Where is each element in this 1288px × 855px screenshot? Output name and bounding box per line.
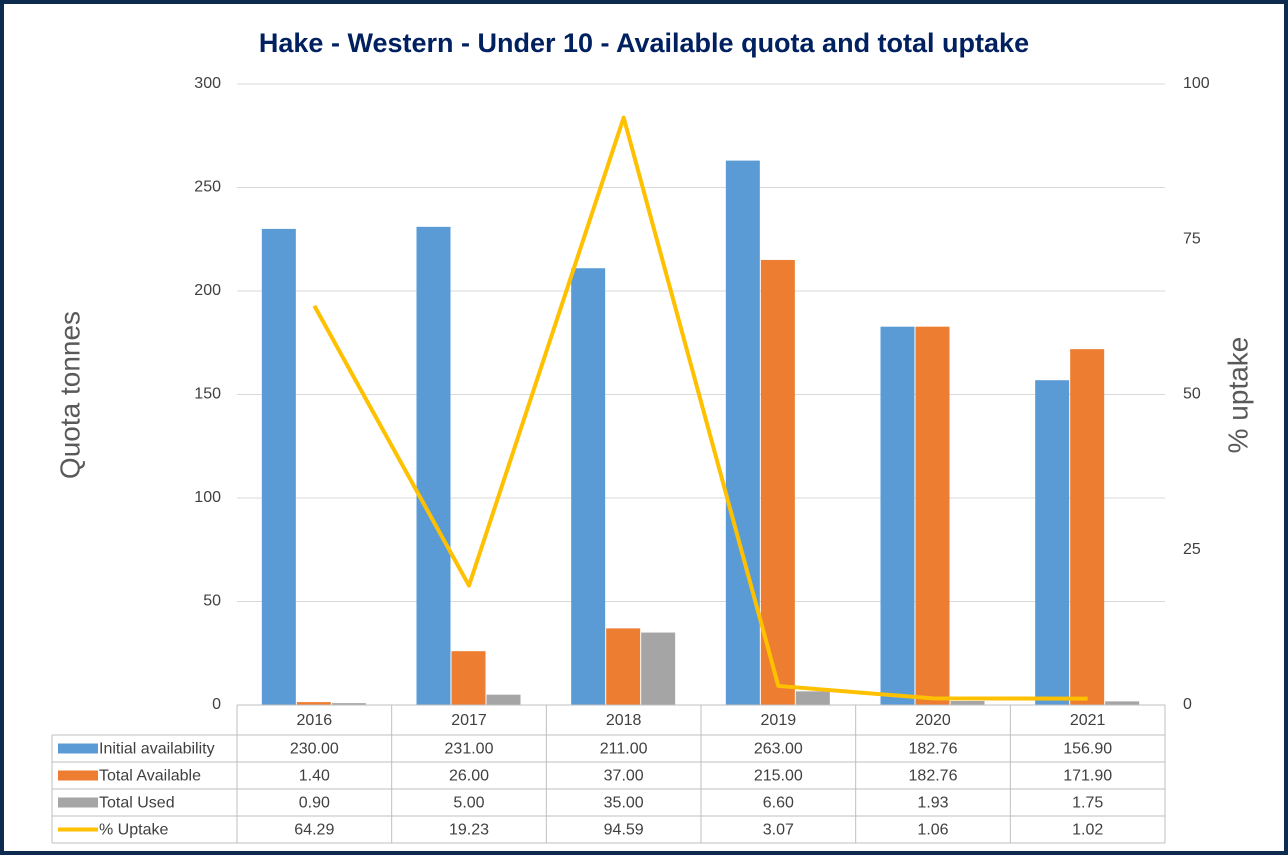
y2-axis-title: % uptake (1222, 337, 1253, 454)
x-tick-label: 2018 (606, 712, 642, 729)
table-value: 171.90 (1063, 768, 1112, 785)
x-tick-label: 2020 (915, 712, 951, 729)
bar (486, 694, 521, 705)
y2-tick-label: 100 (1183, 75, 1210, 92)
bar (606, 628, 641, 705)
table-value: 3.07 (763, 822, 794, 839)
table-value: 231.00 (445, 741, 494, 758)
bar (261, 228, 296, 705)
table-value: 1.75 (1072, 795, 1103, 812)
bar (296, 702, 331, 705)
y2-tick-label: 0 (1183, 696, 1192, 713)
table-value: 19.23 (449, 822, 489, 839)
legend-label: Total Available (99, 768, 201, 785)
chart-title: Hake - Western - Under 10 - Available qu… (259, 28, 1029, 58)
legend-key (58, 797, 98, 808)
table-value: 6.60 (763, 795, 794, 812)
table-value: 0.90 (299, 795, 330, 812)
table-value: 263.00 (754, 741, 803, 758)
table-value: 215.00 (754, 768, 803, 785)
table-value: 37.00 (604, 768, 644, 785)
table-value: 5.00 (453, 795, 484, 812)
table-value: 230.00 (290, 741, 339, 758)
y-tick-label: 50 (203, 593, 221, 610)
line-series (312, 115, 1088, 701)
table-value: 182.76 (909, 741, 958, 758)
y-axis-title: Quota tonnes (54, 311, 85, 479)
legend-key (58, 743, 98, 754)
x-tick-label: 2019 (761, 712, 797, 729)
y2-tick-label: 50 (1183, 386, 1201, 403)
y-tick-label: 150 (194, 386, 221, 403)
y-tick-label: 0 (212, 696, 221, 713)
table-value: 156.90 (1063, 741, 1112, 758)
bar (1105, 701, 1140, 705)
legend-key (58, 770, 98, 781)
x-tick-label: 2021 (1070, 712, 1106, 729)
y-tick-label: 100 (194, 489, 221, 506)
bar (880, 326, 915, 705)
y-tick-label: 300 (194, 75, 221, 92)
legend-label: Total Used (99, 795, 175, 812)
bar (795, 691, 830, 705)
table-value: 1.93 (917, 795, 948, 812)
table-value: 35.00 (604, 795, 644, 812)
bar (950, 701, 985, 705)
table-value: 1.02 (1072, 822, 1103, 839)
bar (571, 268, 606, 705)
bar (915, 326, 950, 705)
bar (641, 632, 676, 705)
x-tick-label: 2016 (297, 712, 333, 729)
table-value: 182.76 (909, 768, 958, 785)
y2-tick-label: 25 (1183, 541, 1201, 558)
table-value: 94.59 (604, 822, 644, 839)
bar (1070, 349, 1105, 705)
legend-label: Initial availability (99, 741, 215, 758)
bar (1035, 380, 1070, 705)
table-value: 64.29 (294, 822, 334, 839)
legend-label: % Uptake (99, 822, 168, 839)
y-tick-label: 200 (194, 282, 221, 299)
bar (416, 226, 451, 705)
y-tick-label: 250 (194, 179, 221, 196)
table-value: 211.00 (600, 741, 648, 758)
bar (451, 651, 486, 705)
table-value: 1.40 (299, 768, 330, 785)
table-value: 1.06 (917, 822, 948, 839)
x-tick-label: 2017 (451, 712, 487, 729)
bar (725, 160, 760, 706)
bar (331, 703, 366, 705)
table-value: 26.00 (449, 768, 489, 785)
y2-tick-label: 75 (1183, 230, 1201, 247)
bar (760, 259, 795, 705)
